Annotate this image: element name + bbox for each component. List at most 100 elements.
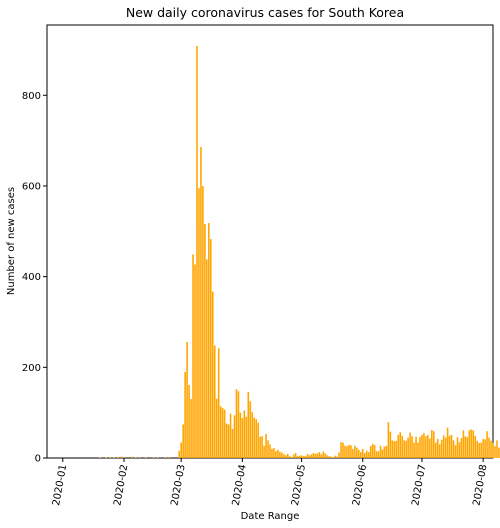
bar bbox=[399, 432, 402, 458]
bar bbox=[204, 224, 206, 458]
bar bbox=[421, 434, 423, 458]
bar bbox=[452, 440, 455, 458]
bar bbox=[450, 434, 453, 458]
y-axis: 0 200 400 600 800 bbox=[22, 91, 47, 465]
bar bbox=[429, 438, 431, 458]
bar bbox=[225, 423, 228, 458]
y-tick-label: 600 bbox=[22, 181, 41, 192]
bar bbox=[482, 438, 484, 458]
bar bbox=[381, 449, 384, 458]
bar bbox=[231, 428, 234, 458]
bar bbox=[492, 442, 494, 458]
bar bbox=[330, 456, 332, 458]
bar bbox=[215, 398, 218, 458]
bar bbox=[425, 436, 427, 458]
bar bbox=[255, 419, 257, 458]
bar bbox=[190, 399, 192, 458]
y-axis-label: Number of new cases bbox=[6, 187, 17, 295]
bar bbox=[348, 444, 350, 458]
bar bbox=[182, 424, 184, 458]
x-tick-label: 2020-03 bbox=[170, 464, 188, 507]
bar bbox=[283, 454, 285, 458]
bar bbox=[403, 440, 405, 458]
bar bbox=[423, 433, 425, 458]
bar bbox=[328, 456, 330, 458]
bar bbox=[253, 417, 255, 458]
bar bbox=[401, 435, 404, 458]
bar bbox=[446, 427, 449, 458]
bar bbox=[261, 436, 263, 458]
bar bbox=[247, 391, 250, 458]
bar bbox=[411, 436, 413, 458]
bar bbox=[431, 429, 433, 458]
bar bbox=[436, 438, 439, 458]
bar bbox=[417, 442, 419, 458]
bar bbox=[336, 456, 338, 458]
bar bbox=[389, 431, 392, 458]
bar bbox=[178, 450, 181, 458]
bar bbox=[496, 440, 498, 458]
x-tick-label: 2020-07 bbox=[410, 464, 428, 507]
bar bbox=[472, 430, 475, 458]
bar bbox=[304, 456, 307, 458]
bar bbox=[186, 341, 188, 458]
bar bbox=[434, 442, 437, 458]
bar bbox=[294, 453, 297, 458]
bar bbox=[397, 434, 400, 458]
bar bbox=[387, 422, 390, 458]
y-tick-label: 800 bbox=[22, 91, 41, 102]
bar bbox=[367, 452, 370, 458]
bar bbox=[314, 453, 317, 458]
bar bbox=[211, 291, 214, 458]
bar bbox=[285, 455, 287, 458]
bar bbox=[476, 440, 478, 458]
bar bbox=[300, 455, 303, 458]
bar bbox=[296, 456, 299, 458]
bar bbox=[275, 451, 277, 458]
x-axis-label: Date Range bbox=[241, 511, 300, 522]
bar bbox=[221, 408, 224, 458]
bar bbox=[448, 435, 451, 458]
bar bbox=[312, 453, 315, 458]
bar bbox=[168, 457, 171, 458]
bar bbox=[229, 413, 232, 458]
bar bbox=[363, 453, 366, 458]
bar bbox=[369, 446, 372, 458]
y-tick-label: 0 bbox=[35, 454, 41, 465]
bar bbox=[180, 442, 182, 458]
bar bbox=[342, 442, 344, 458]
bar bbox=[354, 445, 356, 458]
bar bbox=[379, 445, 382, 458]
x-tick-label: 2020-01 bbox=[51, 464, 69, 507]
bar bbox=[196, 45, 198, 459]
bar bbox=[233, 415, 236, 458]
bar bbox=[263, 445, 265, 458]
bar bbox=[288, 456, 291, 458]
bar bbox=[427, 434, 429, 458]
bar bbox=[188, 385, 190, 458]
bar bbox=[358, 449, 360, 458]
bar bbox=[484, 439, 486, 458]
bar bbox=[320, 454, 323, 458]
bar bbox=[486, 431, 488, 458]
bar bbox=[217, 348, 220, 458]
bar bbox=[460, 438, 463, 458]
bar bbox=[279, 451, 281, 458]
bar bbox=[213, 345, 216, 458]
bar bbox=[267, 440, 269, 458]
bar bbox=[480, 442, 482, 458]
bar bbox=[219, 406, 222, 458]
bar bbox=[322, 451, 325, 458]
bar bbox=[243, 410, 246, 458]
bar bbox=[269, 444, 271, 458]
bar bbox=[117, 457, 119, 458]
bar bbox=[375, 451, 378, 458]
bar bbox=[466, 437, 469, 458]
bar bbox=[350, 445, 352, 458]
bar bbox=[385, 445, 388, 458]
bar bbox=[498, 447, 500, 458]
bar bbox=[405, 440, 407, 458]
bar bbox=[200, 146, 202, 458]
bars-group bbox=[99, 45, 500, 459]
